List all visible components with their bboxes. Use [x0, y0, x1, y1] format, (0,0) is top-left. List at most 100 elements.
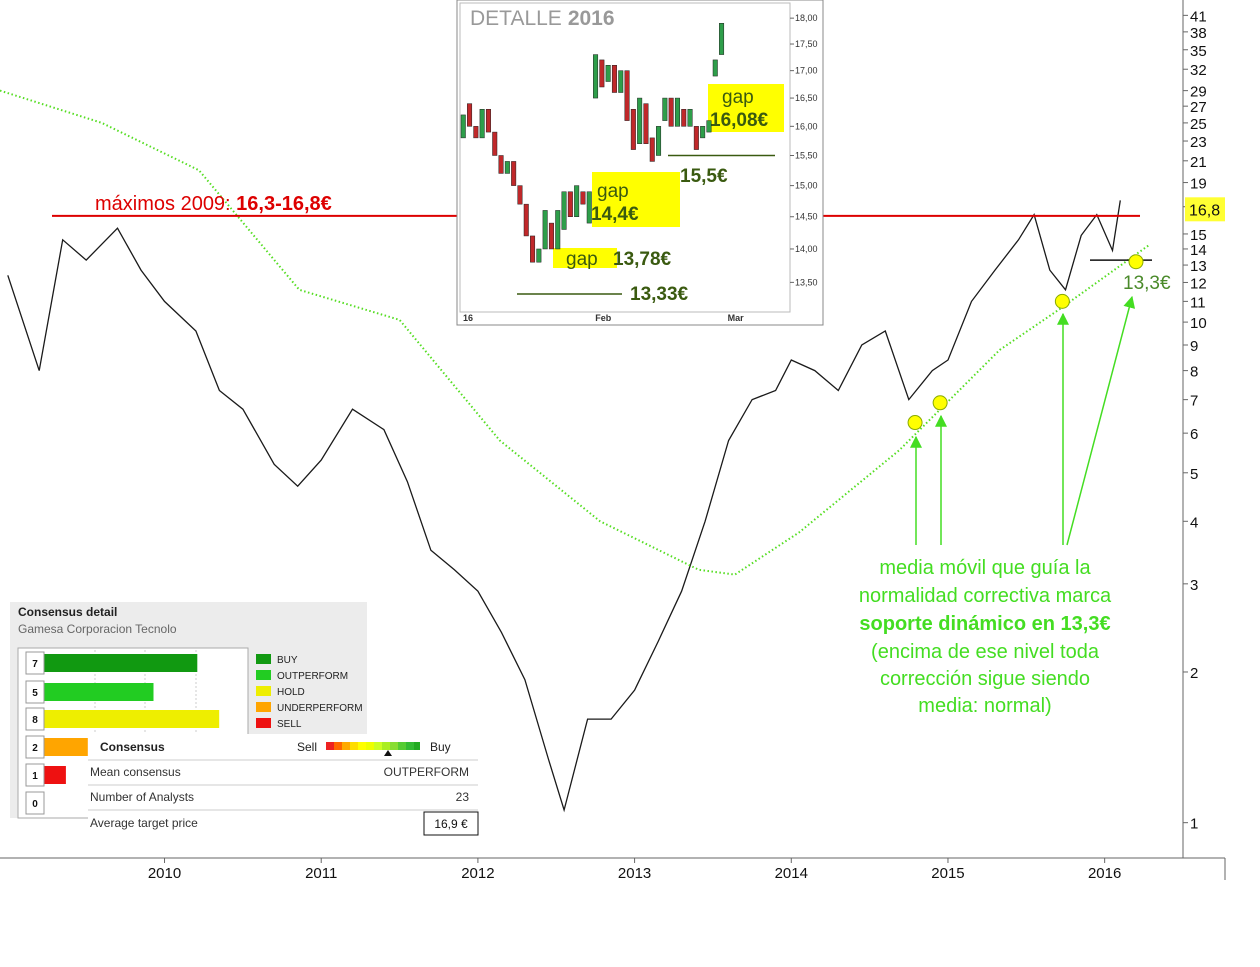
candle	[542, 210, 548, 250]
candle	[656, 126, 662, 156]
arrow	[1066, 295, 1136, 546]
consensus-bar	[44, 654, 198, 672]
consensus-bars: 7 BUY 5 OUTPERFORM 8 HOLD 2 UNDERPERFORM 1 SELL 0	[25, 651, 363, 815]
candle	[555, 210, 561, 250]
candle	[605, 65, 611, 82]
level-label: 15,5€	[680, 166, 728, 187]
candle	[498, 155, 504, 174]
legend-swatch	[256, 702, 271, 712]
panel-subtitle: Gamesa Corporacion Tecnolo	[18, 622, 177, 636]
gauge-seg	[342, 742, 350, 750]
count-box	[25, 791, 45, 815]
level-label: 13,33€	[630, 284, 689, 305]
annotation-line: corrección sigue siendo	[880, 668, 1090, 690]
annotation-line: media móvil que guía la	[879, 557, 1091, 579]
table-header: Consensus	[100, 740, 165, 754]
annotation-line: normalidad correctiva marca	[859, 585, 1112, 607]
y-tick-label: 9	[1190, 338, 1198, 355]
y-tick-label: 15	[1190, 227, 1207, 244]
y-tick-label: 10	[1190, 315, 1207, 332]
gap-text: gap	[597, 181, 629, 202]
legend-label: SELL	[277, 719, 302, 730]
x-tick-label: 2014	[775, 865, 808, 882]
inset-title-text: DETALLE	[470, 7, 562, 30]
resistance-annotation: máximos 2009: 16,3-16,8€	[95, 193, 332, 215]
gap-text: gap	[722, 87, 754, 108]
gap-label: 16,08€	[710, 110, 769, 131]
x-tick-label: 2013	[618, 865, 651, 882]
candle	[511, 161, 517, 186]
count-box	[25, 651, 45, 675]
gauge-seg	[350, 742, 358, 750]
inset-y-tick-label: 14,50	[795, 212, 818, 222]
legend-swatch	[256, 686, 271, 696]
count-label: 7	[32, 659, 38, 670]
y-tick-label: 3	[1190, 577, 1198, 594]
x-tick-label: 2016	[1088, 865, 1121, 882]
inset-x-tick-label: Mar	[728, 313, 745, 323]
inset-title: DETALLE 2016	[470, 7, 615, 30]
count-label: 1	[32, 771, 38, 782]
count-box	[25, 707, 45, 731]
candle	[687, 109, 693, 127]
candle	[485, 109, 491, 133]
count-label: 8	[32, 715, 38, 726]
y-tick-label: 6	[1190, 426, 1198, 443]
resistance-text: máximos 2009:	[95, 193, 236, 215]
y-tick-label: 23	[1190, 134, 1207, 151]
y-tick-label: 32	[1190, 62, 1207, 79]
y-tick-label: 5	[1190, 466, 1198, 483]
y-tick-label: 25	[1190, 116, 1207, 133]
candle	[649, 137, 655, 162]
candle	[618, 70, 624, 93]
y-tick-label: 41	[1190, 8, 1207, 25]
x-tick-label: 2011	[305, 865, 337, 882]
legend-swatch	[256, 718, 271, 728]
gauge-seg	[374, 742, 382, 750]
touch-point	[1054, 293, 1070, 309]
consensus-bar	[44, 710, 220, 728]
touch-point	[932, 395, 948, 411]
consensus-bar	[44, 766, 66, 784]
annotation-line: (encima de ese nivel toda	[871, 641, 1100, 663]
inset-y-tick-label: 17,00	[795, 66, 818, 76]
inset-y-tick-label: 16,50	[795, 93, 818, 103]
y-tick-label: 2	[1190, 665, 1198, 682]
gauge-seg	[414, 742, 420, 750]
inset-plot	[459, 2, 791, 313]
gauge-seg	[406, 742, 414, 750]
candle	[517, 185, 523, 205]
candle	[473, 126, 479, 139]
row-value: 23	[456, 790, 470, 804]
consensus-bar	[44, 738, 88, 756]
candle	[624, 70, 630, 121]
legend-label: HOLD	[277, 687, 305, 698]
candle	[700, 126, 706, 139]
candle	[693, 126, 699, 150]
row-label: Mean consensus	[90, 765, 181, 779]
inset-y-tick-label: 16,00	[795, 121, 818, 131]
candle	[637, 97, 643, 144]
support-label: 13,3€	[1123, 273, 1171, 294]
inset-y-tick-label: 15,50	[795, 150, 818, 160]
y-tick-label: 14	[1190, 242, 1207, 259]
legend-label: UNDERPERFORM	[277, 703, 363, 714]
gauge-seg	[398, 742, 406, 750]
y-tick-label: 19	[1190, 176, 1207, 193]
y-tick-label: 8	[1190, 364, 1198, 381]
count-label: 2	[32, 743, 38, 754]
y-tick-label: 1	[1190, 816, 1198, 833]
candle	[580, 191, 586, 205]
count-box	[25, 680, 45, 704]
inset-plot-layer: 13,50 14,00 14,50 15,00 15,50 16,00 16,50 17,00…	[460, 13, 818, 323]
gap-box	[708, 84, 784, 132]
candle	[599, 59, 605, 88]
gauge-buy: Buy	[430, 740, 451, 754]
candle	[574, 185, 580, 217]
inset-y-tick-label: 18,00	[795, 13, 818, 23]
candle	[479, 109, 485, 139]
x-tick-label: 2010	[148, 865, 181, 882]
candle	[536, 248, 542, 263]
inset-y-tick-label: 14,00	[795, 244, 818, 254]
count-label: 0	[32, 799, 38, 810]
